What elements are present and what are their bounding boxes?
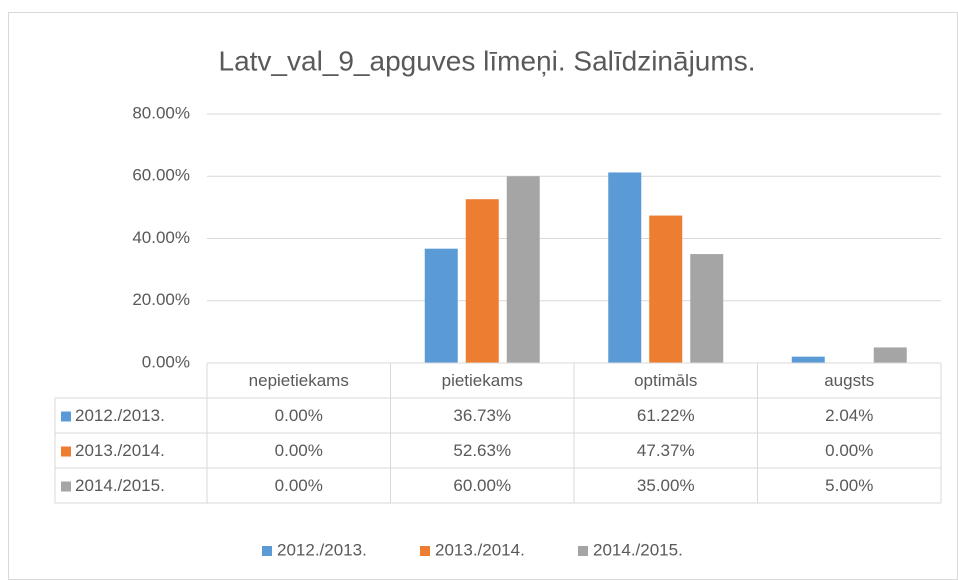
legend-key [578, 546, 588, 556]
table-legend-key [61, 446, 71, 457]
table-cell: 52.63% [453, 441, 511, 460]
table-cell: 0.00% [825, 441, 873, 460]
legend-label: 2014./2015. [593, 540, 683, 559]
bar [690, 254, 724, 363]
x-tick-label: pietiekams [442, 371, 523, 390]
table-row-label: 2014./2015. [75, 476, 165, 495]
y-tick-label: 20.00% [132, 290, 190, 309]
legend-label: 2013./2014. [435, 540, 525, 559]
table-cell: 61.22% [637, 406, 695, 425]
table-cell: 60.00% [453, 476, 511, 495]
table-cell: 35.00% [637, 476, 695, 495]
table-cell: 0.00% [275, 441, 323, 460]
bar [873, 347, 907, 363]
y-tick-label: 60.00% [132, 166, 190, 185]
table-cell: 47.37% [637, 441, 695, 460]
x-tick-label: optimāls [634, 371, 697, 390]
bar [465, 199, 499, 363]
table-cell: 2.04% [825, 406, 873, 425]
legend-label: 2012./2013. [277, 540, 367, 559]
legend-key [262, 546, 272, 556]
table-cell: 0.00% [275, 476, 323, 495]
table-cell: 36.73% [453, 406, 511, 425]
bar [506, 176, 540, 363]
y-tick-label: 40.00% [132, 228, 190, 247]
y-tick-label: 80.00% [132, 103, 190, 122]
y-tick-label: 0.00% [142, 352, 190, 371]
bar [791, 356, 825, 363]
bar [424, 248, 458, 363]
table-row-label: 2012./2013. [75, 406, 165, 425]
x-tick-label: augsts [824, 371, 874, 390]
table-row-label: 2013./2014. [75, 441, 165, 460]
chart-title: Latv_val_9_apguves līmeņi. Salīdzinājums… [219, 45, 756, 76]
table-cell: 0.00% [275, 406, 323, 425]
table-cell: 5.00% [825, 476, 873, 495]
bar [608, 172, 642, 363]
x-tick-label: nepietiekams [249, 371, 349, 390]
table-legend-key [61, 411, 71, 422]
table-legend-key [61, 481, 71, 492]
legend-key [420, 546, 430, 556]
bar [649, 215, 683, 363]
